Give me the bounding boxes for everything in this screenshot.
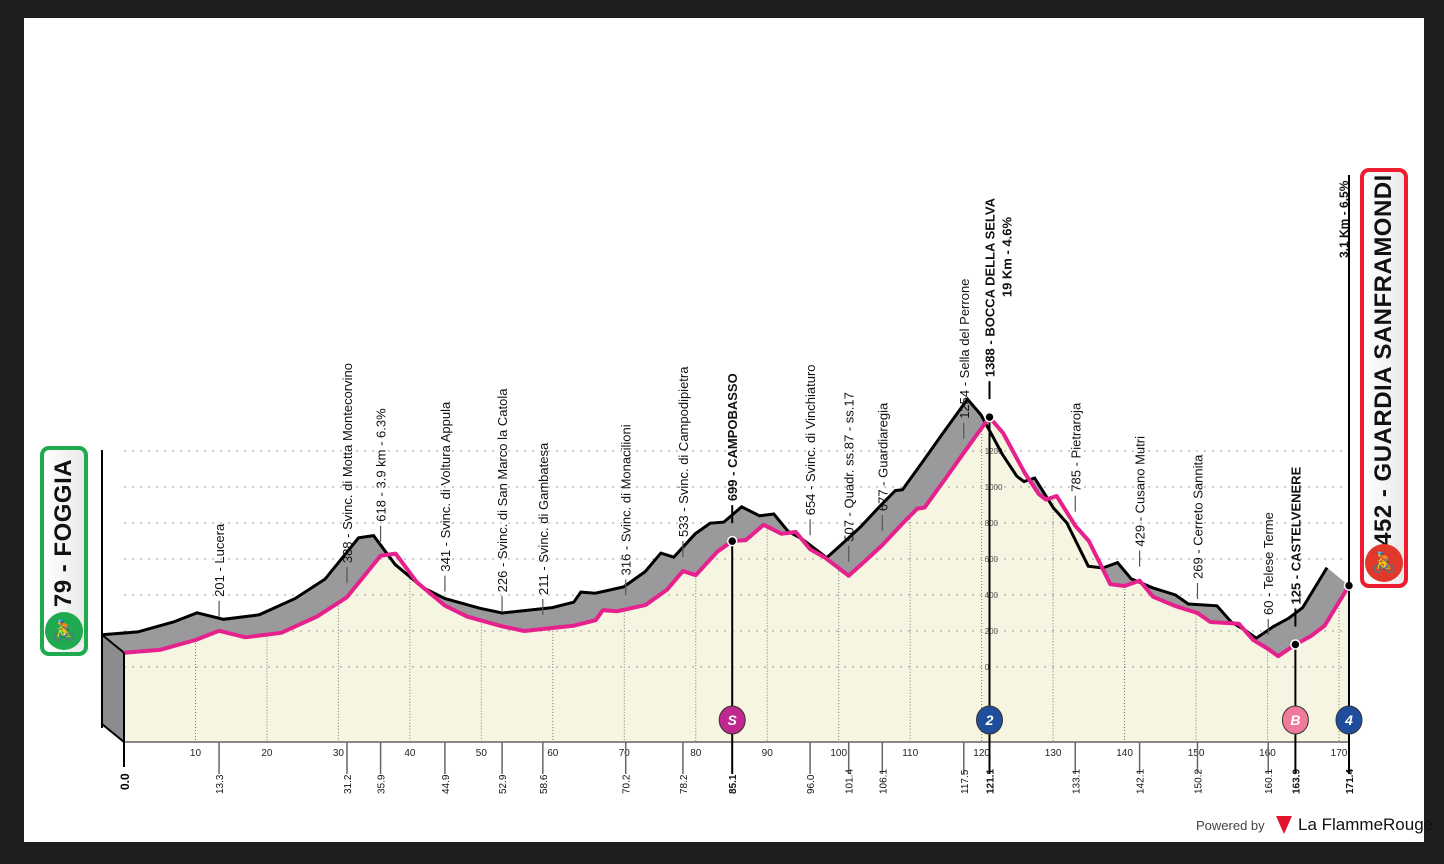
y-tick-label: 400 [985,591,999,600]
waypoint-label: 316 - Svinc. di Monacilioni [619,424,634,575]
waypoint-km-label: 85.1 [728,774,739,794]
waypoint-dot [726,535,738,547]
finish-box: 452 - GUARDIA SANFRAMONDI 🚴 [1360,168,1408,588]
waypoint-label: 654 - Svinc. di Vinchiaturo [803,364,818,515]
waypoint-climb-icon [976,705,1004,735]
x-tick-label: 170 [1331,748,1348,759]
waypoint-climb-info: 19 Km - 4.6% [1000,217,1015,298]
waypoint-label: 1388 - BOCCA DELLA SELVA [983,197,998,377]
waypoint-icon-label: 2 [985,712,994,728]
waypoint-label: 429 - Cusano Mutri [1133,436,1148,547]
waypoint-label: 507 - Quadr. ss.87 - ss.17 [842,392,857,542]
profile-line [123,415,1351,659]
waypoint-icon-label: 4 [1344,712,1353,728]
x-tick-label: 130 [1045,748,1062,759]
waypoint-label: 60 - Telese Terme [1261,512,1276,615]
y-tick-label: 600 [985,555,999,564]
waypoint-label: 226 - Svinc. di San Marco la Catola [495,388,510,593]
start-box: 79 - FOGGIA 🚴 [40,446,88,656]
x-tick-label: 40 [404,748,416,759]
waypoint-km-label: 52.9 [498,774,509,794]
waypoint-label: 201 - Lucera [212,523,227,597]
waypoint-km-label: 142.1 [1136,769,1147,794]
x-tick-label: 20 [261,748,273,759]
waypoint-label: 341 - Svinc. di Voltura Appula [438,401,453,572]
finish-climb-info: 3.1 Km - 6.5% [1337,180,1351,258]
waypoint-dot [1290,639,1301,650]
y-tick-label: 0 [985,663,990,672]
x-tick-label: 90 [762,748,774,759]
waypoint-km-label: 106.1 [878,769,889,794]
x-tick-label: 50 [476,748,488,759]
waypoint-km-label: 96.0 [806,774,817,794]
waypoint-km-label: 78.2 [679,774,690,794]
profile-shade [102,399,1349,657]
waypoint-km-label: 150.2 [1193,769,1204,794]
waypoint-icon-label: S [728,712,738,728]
waypoint-label: 618 - 3.9 km - 6.3% [374,408,389,522]
waypoint-km-label: 70.2 [622,774,633,794]
waypoint-climb-icon [1335,705,1363,735]
waypoint-sprint-icon [718,705,746,735]
x-tick-label: 30 [333,748,345,759]
waypoint-km-label: 44.9 [441,774,452,794]
waypoint-km-label: 117.5 [960,769,971,794]
y-tick-label: 800 [985,519,999,528]
waypoint-label: 388 - Svinc. di Motta Montecorvino [340,363,355,563]
waypoint-bonus-icon [1281,705,1309,735]
y-tick-label: 200 [985,627,999,636]
waypoint-km-label: 58.6 [539,774,550,794]
brand-name: La FlammeRouge [1298,815,1434,834]
waypoint-km-label: 133.1 [1071,769,1082,794]
waypoint-km-label: 160.1 [1264,769,1275,794]
waypoint-km-label: 101.4 [845,769,856,794]
start-label: 79 - FOGGIA [50,458,77,608]
x-tick-label: 140 [1116,748,1133,759]
y-tick-label: 1000 [985,483,1003,492]
x-tick-label: 80 [690,748,702,759]
waypoint-label: 785 - Pietraroja [1068,402,1083,492]
waypoint-label: 699 - CAMPOBASSO [725,373,740,501]
x-tick-label: 100 [830,748,847,759]
x-tick-label: 120 [973,748,990,759]
finish-label: 452 - GUARDIA SANFRAMONDI [1370,174,1397,546]
waypoint-label: 211 - Svinc. di Gambatesa [536,442,551,595]
bike-icon: 🚴 [45,612,83,650]
waypoint-km-label: 13.3 [215,774,226,794]
waypoint-km-label: 171.4 [1345,769,1356,794]
y-tick-label: 1200 [985,447,1003,456]
waypoint-km-label: 35.9 [377,774,388,794]
bike-icon: 🚴 [1365,544,1403,582]
x-tick-label: 70 [619,748,631,759]
waypoint-km-label: 31.2 [343,774,354,794]
waypoint-label: 677 - Guardiaregia [875,402,890,511]
waypoint-icon-label: B [1290,712,1300,728]
powered-by-text: Powered by [1196,818,1265,833]
waypoint-label: 1254 - Sella del Perrone [957,279,972,419]
x-tick-label: 110 [902,748,918,759]
waypoint-label: 533 - Svinc. di Campodipietra [676,366,691,537]
x-tick-label: 10 [190,748,202,759]
waypoint-label: 125 - CASTELVENERE [1288,466,1303,604]
x-tick-label: 60 [547,748,559,759]
profile-front-face [101,632,125,745]
waypoint-km-label: 121.1 [986,769,997,794]
waypoint-dot [984,411,995,423]
x-tick-label: 150 [1188,748,1205,759]
start-km-label: 0.0 [118,773,132,790]
waypoint-km-label: 163.9 [1291,769,1302,794]
waypoint-label: 269 - Cerreto Sannita [1190,454,1205,579]
flamme-rouge-logo-icon [1276,816,1292,834]
